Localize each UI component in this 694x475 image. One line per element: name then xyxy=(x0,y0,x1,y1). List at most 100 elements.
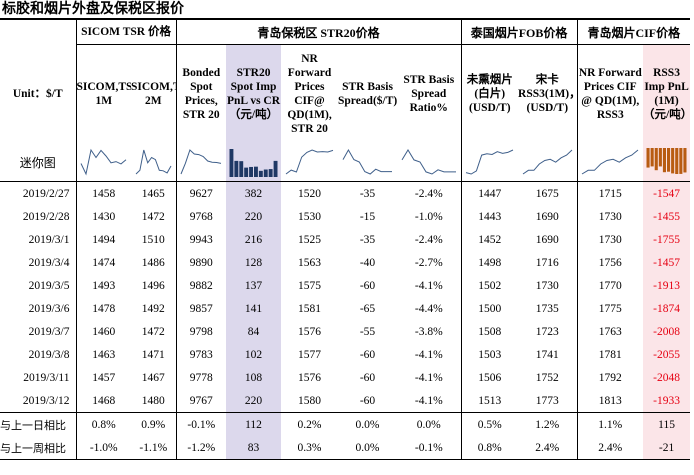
summary-cell-nr-forward-str20: 0.3% xyxy=(281,436,339,460)
summary-cell-sicom-1m: -1.0% xyxy=(76,436,131,460)
table-row: 2019/3/1 1494 1510 9943 216 1525 -35 -2.4% 1452 1… xyxy=(0,228,691,251)
sparkline-songkhla-rss3 xyxy=(518,143,578,182)
summary-cell-unsmoked-sheet: 0.8% xyxy=(461,436,519,460)
cell-unsmoked-sheet: 1503 xyxy=(478,348,502,361)
col-header-str-basis-ratio: STR Basis Spread Ratio% xyxy=(397,44,462,143)
cell-nr-forward-rss3: 1770 xyxy=(598,279,622,292)
cell-sicom-1m: 1458 xyxy=(92,187,116,200)
row-date: 2019/3/11 xyxy=(0,366,77,389)
cell-unsmoked-sheet: 1506 xyxy=(478,371,502,384)
sparkline-bar xyxy=(667,148,671,172)
table-row: 2019/3/6 1478 1492 9857 141 1581 -65 -4.4% 1500 1… xyxy=(0,297,691,320)
cell-str-basis-ratio: -2.4% xyxy=(397,228,462,251)
cell-nr-forward-str20: 1580 xyxy=(281,389,339,413)
header-group-thai-fob: 泰国烟片FOB价格 xyxy=(461,18,578,45)
sparkline-bar xyxy=(675,148,679,174)
sparkline-chart xyxy=(229,149,278,177)
cell-sicom-2m: 1471 xyxy=(131,343,177,366)
cell-nr-forward-rss3: 1792 xyxy=(598,371,622,384)
col-header-str20-pnl: STR20 Spot Imp PnL vs CR（元/吨） xyxy=(226,44,282,143)
sparkline-bar xyxy=(249,166,254,177)
cell-nr-forward-str20: 1575 xyxy=(298,279,322,292)
cell-nr-forward-rss3: 1763 xyxy=(598,325,622,338)
col-header-unsmoked-sheet: 未熏烟片(白片)(USD/T) xyxy=(466,74,513,114)
cell-str-basis-spread: -40 xyxy=(359,256,376,269)
cell-nr-forward-str20: 1520 xyxy=(298,187,322,200)
cell-str20-pnl: 128 xyxy=(226,251,282,274)
sparkline-nr-forward-rss3 xyxy=(577,143,644,182)
summary-cell-str-basis-ratio: 0.0% xyxy=(397,412,462,436)
col-header-str-basis-spread: STR Basis Spread($/T) xyxy=(338,81,398,107)
cell-str-basis-ratio: -4.1% xyxy=(397,366,462,389)
table-row: 2019/3/11 1457 1467 9778 108 1576 -60 -4.1% 1506… xyxy=(0,366,691,389)
page-title: 标胶和烟片外盘及保税区报价 xyxy=(2,1,184,17)
cell-sicom-1m: 1474 xyxy=(92,256,116,269)
cell-sicom-1m: 1430 xyxy=(92,210,116,223)
sparkline-bar xyxy=(683,148,687,173)
sparkline-bar xyxy=(662,148,667,173)
cell-nr-forward-str20: 1576 xyxy=(298,371,322,384)
cell-songkhla-rss3: 1690 xyxy=(518,205,578,228)
header-group-qingdao-str20: 青岛保税区 STR20价格 xyxy=(176,18,462,45)
row-date: 2019/3/1 xyxy=(0,228,77,251)
summary-cell-str20-pnl: 112 xyxy=(226,412,282,436)
cell-sicom-2m: 1465 xyxy=(131,181,177,205)
cell-str-basis-ratio: -2.7% xyxy=(397,251,462,274)
cell-sicom-2m: 1492 xyxy=(131,297,177,320)
cell-sicom-2m: 1480 xyxy=(131,389,177,413)
table-row: 2019/3/12 1468 1480 9767 220 1580 -60 -4.1% 1513… xyxy=(0,389,691,413)
cell-nr-forward-str20: 1577 xyxy=(298,348,322,361)
sparkline-chart xyxy=(646,148,687,174)
cell-songkhla-rss3: 1723 xyxy=(518,320,578,343)
cell-sicom-1m: 1494 xyxy=(92,233,116,246)
sparkline-line xyxy=(522,149,573,175)
header-group-qingdao-cif: 青岛烟片CIF价格 xyxy=(577,18,691,45)
sparkline-bar xyxy=(229,149,234,177)
cell-str-basis-spread: -55 xyxy=(359,325,376,338)
unit-label: Unit：$/T xyxy=(0,44,77,143)
cell-rss3-pnl: -2008 xyxy=(643,320,691,343)
cell-songkhla-rss3: 1716 xyxy=(518,251,578,274)
summary-cell-sicom-2m: 0.9% xyxy=(131,412,177,436)
col-header-sicom-1m: SICOM,TSR, 1M xyxy=(76,81,132,107)
cell-unsmoked-sheet: 1502 xyxy=(478,279,502,292)
summary-cell-nr-forward-rss3: 1.1% xyxy=(598,418,623,431)
cell-bonded-spot: 9768 xyxy=(189,210,213,223)
cell-nr-forward-rss3: 1775 xyxy=(598,302,622,315)
cell-str-basis-spread: -60 xyxy=(359,348,376,361)
cell-str-basis-ratio: -4.1% xyxy=(397,389,462,413)
sparkline-bar xyxy=(268,169,273,177)
cell-str20-pnl: 216 xyxy=(226,228,282,251)
summary-cell-bonded-spot: -1.2% xyxy=(176,436,227,460)
cell-str-basis-spread: -65 xyxy=(359,302,376,315)
cell-nr-forward-rss3: 1730 xyxy=(598,233,622,246)
cell-bonded-spot: 9783 xyxy=(189,348,213,361)
row-date: 2019/3/6 xyxy=(0,297,77,320)
sparkline-chart xyxy=(401,149,456,175)
sparkline-bar xyxy=(650,148,654,167)
cell-bonded-spot: 9882 xyxy=(189,279,213,292)
cell-str-basis-ratio: -2.4% xyxy=(397,181,462,205)
cell-unsmoked-sheet: 1513 xyxy=(461,389,519,413)
sparkline-bar xyxy=(234,160,239,177)
sparkline-sicom-1m xyxy=(76,143,131,182)
summary-label: 与上一周相比 xyxy=(0,436,77,460)
cell-str-basis-spread: -15 xyxy=(359,210,376,223)
cell-rss3-pnl: -1874 xyxy=(643,297,691,320)
sparkline-sicom-2m xyxy=(131,143,177,182)
cell-str20-pnl: 102 xyxy=(226,343,282,366)
summary-cell-sicom-1m: 0.8% xyxy=(91,418,116,431)
sparkline-bar xyxy=(646,148,650,168)
sparkline-rss3-pnl xyxy=(643,143,691,182)
summary-cell-nr-forward-rss3: 2.4% xyxy=(577,436,644,460)
sparkline-str-basis-ratio xyxy=(397,143,462,182)
cell-str-basis-ratio: -4.1% xyxy=(397,274,462,297)
cell-unsmoked-sheet: 1500 xyxy=(478,302,502,315)
summary-cell-unsmoked-sheet: 0.5% xyxy=(477,418,502,431)
sparkline-bar xyxy=(273,160,278,177)
sparkline-bar xyxy=(658,148,662,167)
cell-unsmoked-sheet: 1443 xyxy=(478,210,502,223)
row-date: 2019/3/7 xyxy=(0,320,77,343)
sparkline-bonded-spot xyxy=(176,143,227,182)
cell-rss3-pnl: -2055 xyxy=(643,343,691,366)
